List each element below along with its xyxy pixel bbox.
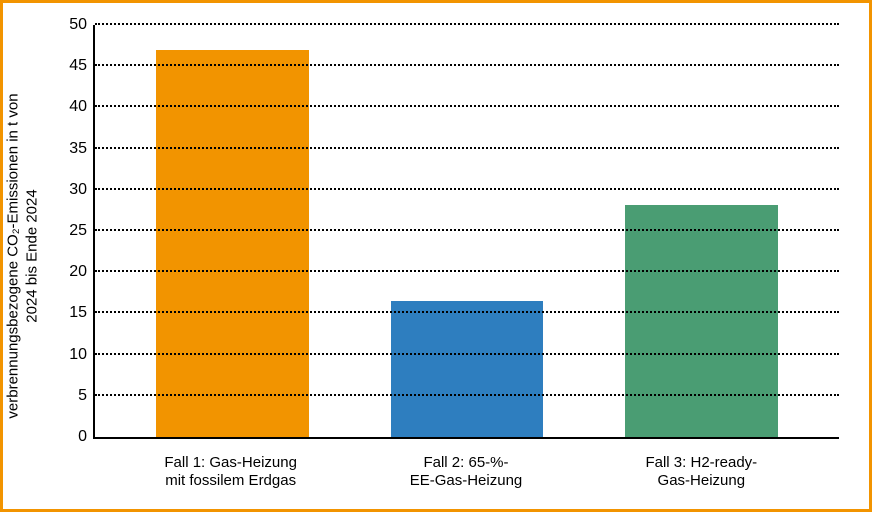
x-axis-category-label: Fall 1: Gas-Heizung mit fossilem Erdgas	[113, 454, 348, 492]
ytick-label: 15	[69, 304, 95, 322]
y-axis-label-line2: 2024 bis Ende 2024	[23, 189, 40, 322]
gridline	[95, 229, 839, 231]
gridline	[95, 188, 839, 190]
gridline	[95, 147, 839, 149]
y-axis-label: verbrennungsbezogene CO₂-Emissionen in t…	[4, 93, 42, 418]
ytick-label: 30	[69, 181, 95, 199]
chart-area: 05101520253035404550	[93, 25, 839, 439]
gridline	[95, 353, 839, 355]
gridline	[95, 311, 839, 313]
ytick-label: 50	[69, 16, 95, 34]
bar-slot	[115, 25, 350, 437]
x-axis-labels: Fall 1: Gas-Heizung mit fossilem ErdgasF…	[93, 454, 839, 492]
y-axis-label-line1: verbrennungsbezogene CO₂-Emissionen in t…	[4, 93, 21, 418]
gridline	[95, 394, 839, 396]
gridline	[95, 270, 839, 272]
ytick-label: 25	[69, 222, 95, 240]
x-axis-category-label: Fall 2: 65-%- EE-Gas-Heizung	[348, 454, 583, 492]
ytick-label: 10	[69, 346, 95, 364]
bar-slot	[350, 25, 585, 437]
bar	[391, 301, 544, 437]
gridline	[95, 105, 839, 107]
chart-frame: verbrennungsbezogene CO₂-Emissionen in t…	[0, 0, 872, 512]
bar	[625, 205, 778, 437]
ytick-label: 35	[69, 140, 95, 158]
bar	[156, 50, 309, 437]
x-axis-category-label: Fall 3: H2-ready- Gas-Heizung	[584, 454, 819, 492]
ytick-label: 40	[69, 98, 95, 116]
ytick-label: 20	[69, 263, 95, 281]
bar-slot	[584, 25, 819, 437]
ytick-label: 45	[69, 57, 95, 75]
plot-area: 05101520253035404550	[93, 25, 839, 439]
gridline	[95, 64, 839, 66]
ytick-label: 5	[78, 387, 95, 405]
ytick-label: 0	[78, 428, 95, 446]
gridline	[95, 23, 839, 25]
bars-layer	[95, 25, 839, 437]
